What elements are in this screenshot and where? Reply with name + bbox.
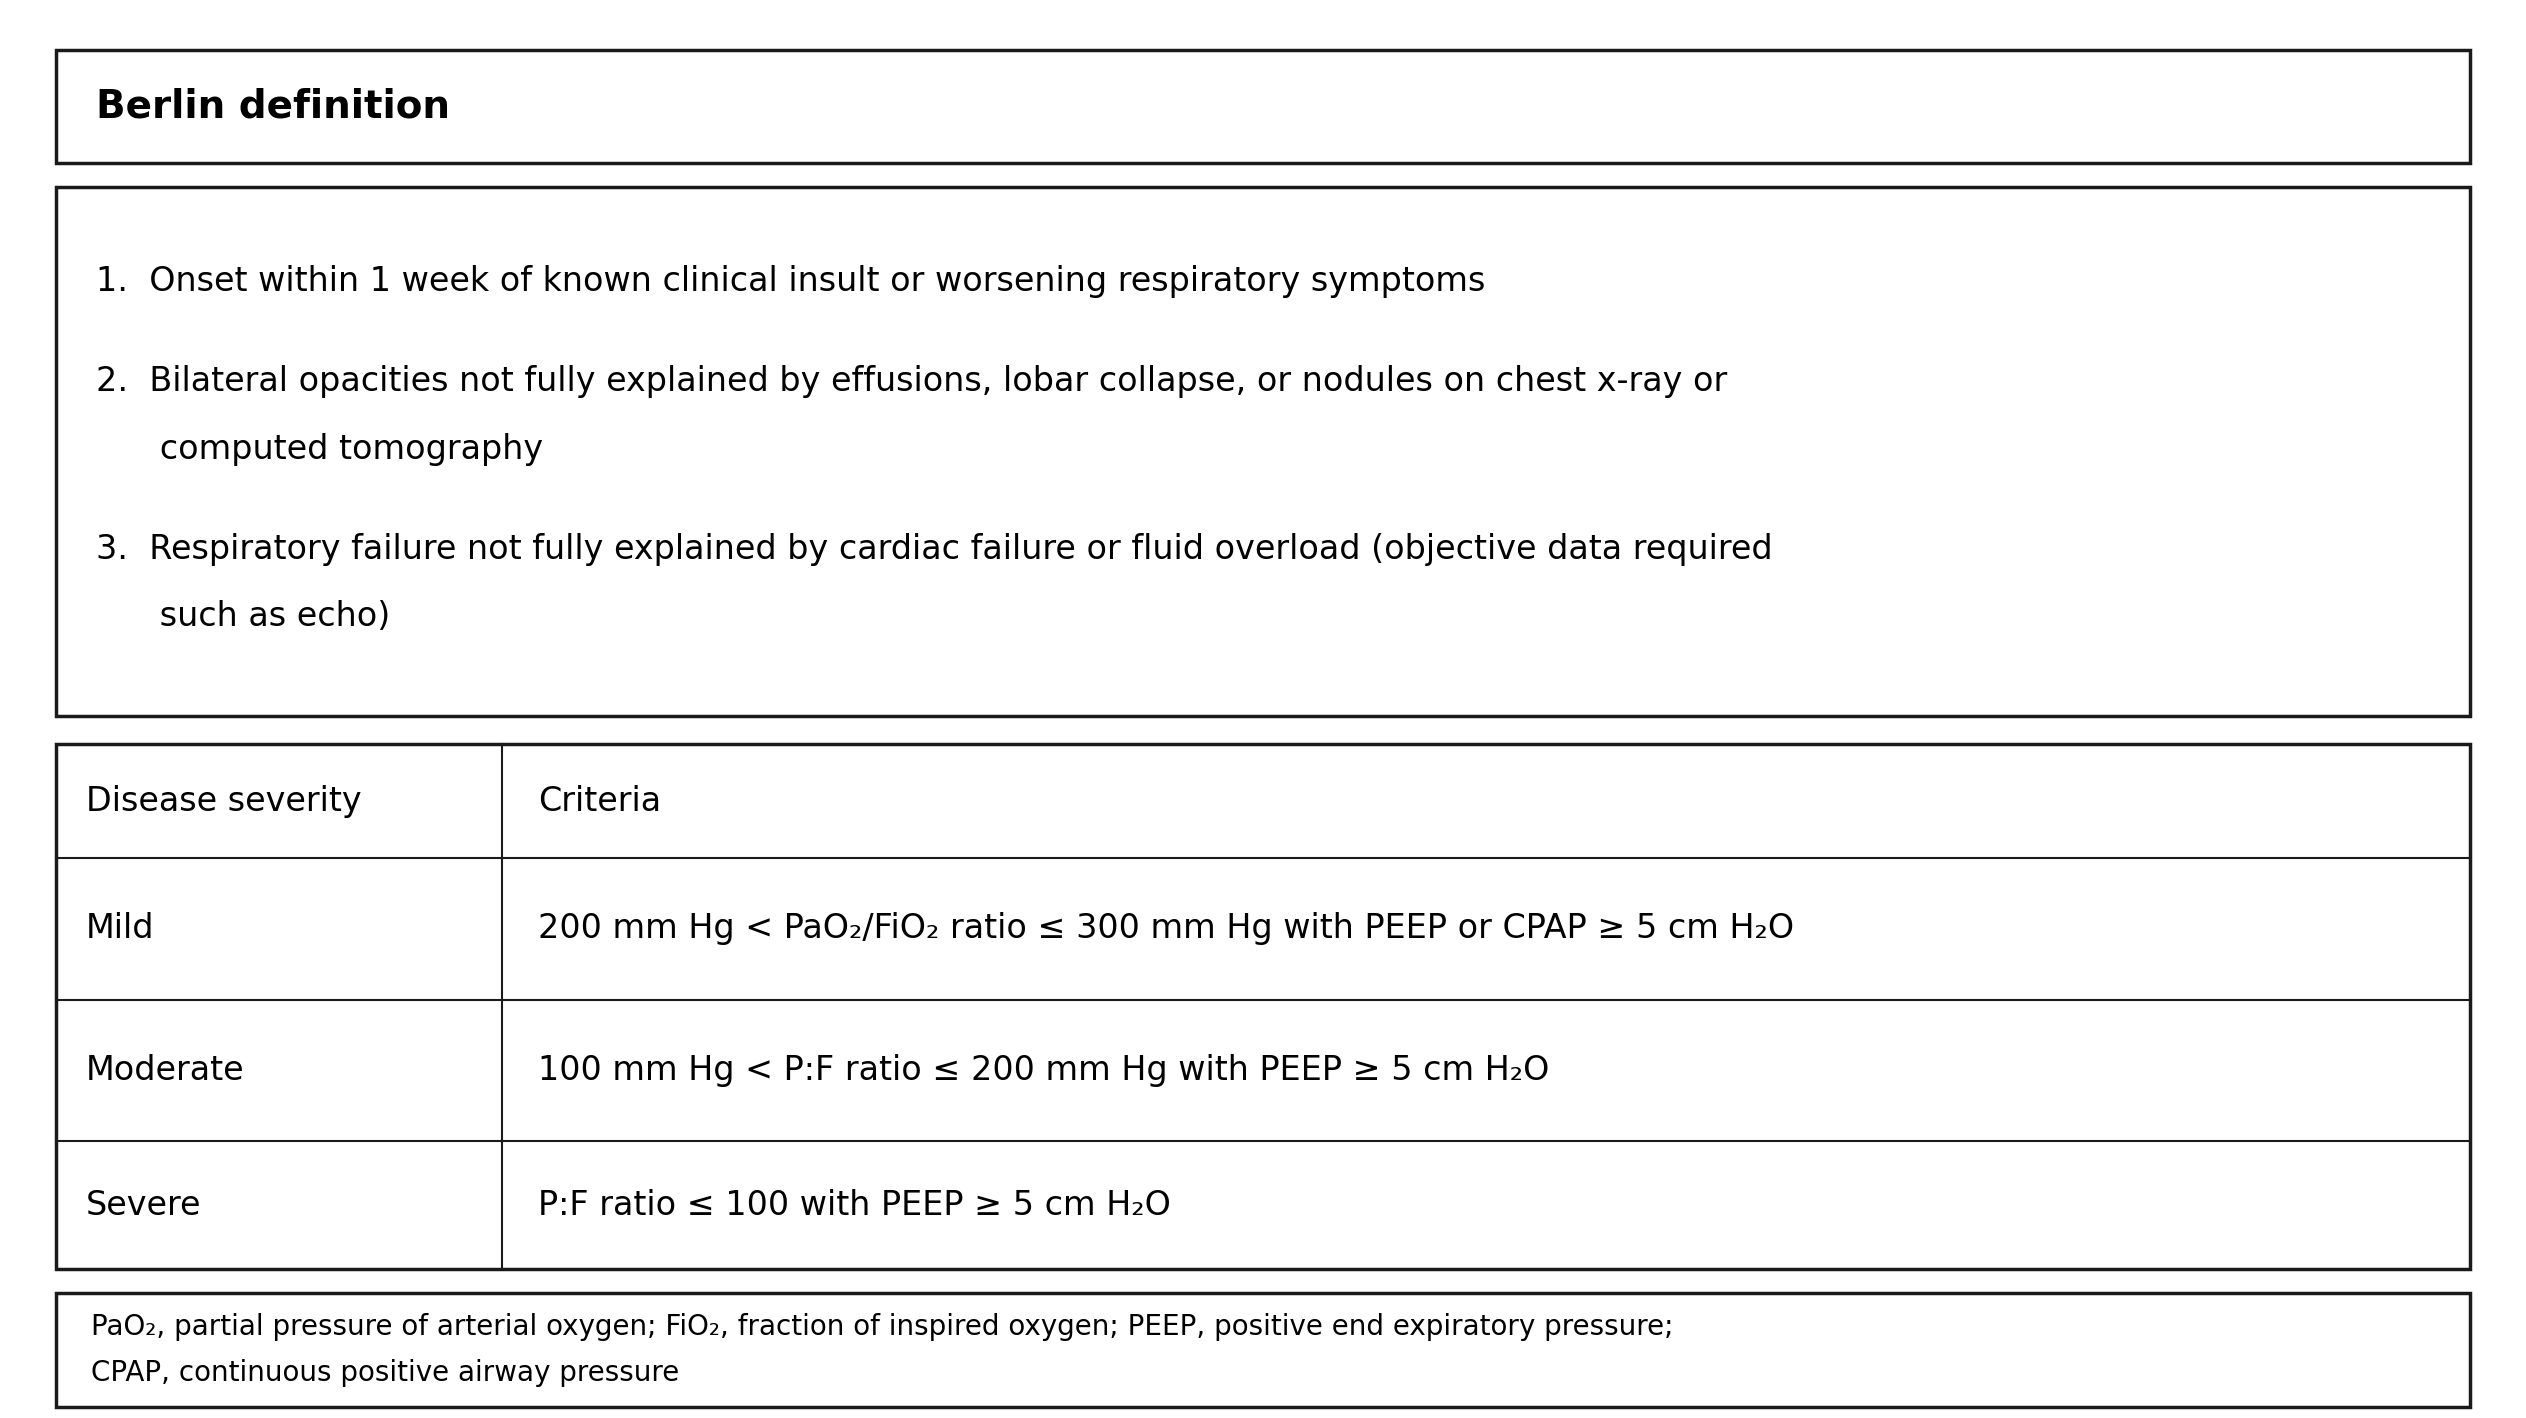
Text: 100 mm Hg < P:F ratio ≤ 200 mm Hg with PEEP ≥ 5 cm H₂O: 100 mm Hg < P:F ratio ≤ 200 mm Hg with P… <box>538 1054 1548 1088</box>
Text: such as echo): such as echo) <box>96 600 389 634</box>
FancyBboxPatch shape <box>56 744 2470 1269</box>
Text: computed tomography: computed tomography <box>96 432 543 465</box>
Text: Mild: Mild <box>86 912 154 946</box>
Text: CPAP, continuous positive airway pressure: CPAP, continuous positive airway pressur… <box>91 1358 679 1387</box>
Text: Severe: Severe <box>86 1188 202 1222</box>
Text: P:F ratio ≤ 100 with PEEP ≥ 5 cm H₂O: P:F ratio ≤ 100 with PEEP ≥ 5 cm H₂O <box>538 1188 1170 1222</box>
Text: Berlin definition: Berlin definition <box>96 88 450 125</box>
Text: 1.  Onset within 1 week of known clinical insult or worsening respiratory sympto: 1. Onset within 1 week of known clinical… <box>96 265 1485 298</box>
FancyBboxPatch shape <box>56 50 2470 163</box>
Text: Criteria: Criteria <box>538 784 662 818</box>
Text: 2.  Bilateral opacities not fully explained by effusions, lobar collapse, or nod: 2. Bilateral opacities not fully explain… <box>96 366 1728 398</box>
Text: 200 mm Hg < PaO₂/FiO₂ ratio ≤ 300 mm Hg with PEEP or CPAP ≥ 5 cm H₂O: 200 mm Hg < PaO₂/FiO₂ ratio ≤ 300 mm Hg … <box>538 912 1793 946</box>
Text: PaO₂, partial pressure of arterial oxygen; FiO₂, fraction of inspired oxygen; PE: PaO₂, partial pressure of arterial oxyge… <box>91 1313 1672 1341</box>
FancyBboxPatch shape <box>56 187 2470 716</box>
Text: Disease severity: Disease severity <box>86 784 361 818</box>
Text: Moderate: Moderate <box>86 1054 245 1088</box>
FancyBboxPatch shape <box>56 1293 2470 1407</box>
Text: 3.  Respiratory failure not fully explained by cardiac failure or fluid overload: 3. Respiratory failure not fully explain… <box>96 533 1773 566</box>
